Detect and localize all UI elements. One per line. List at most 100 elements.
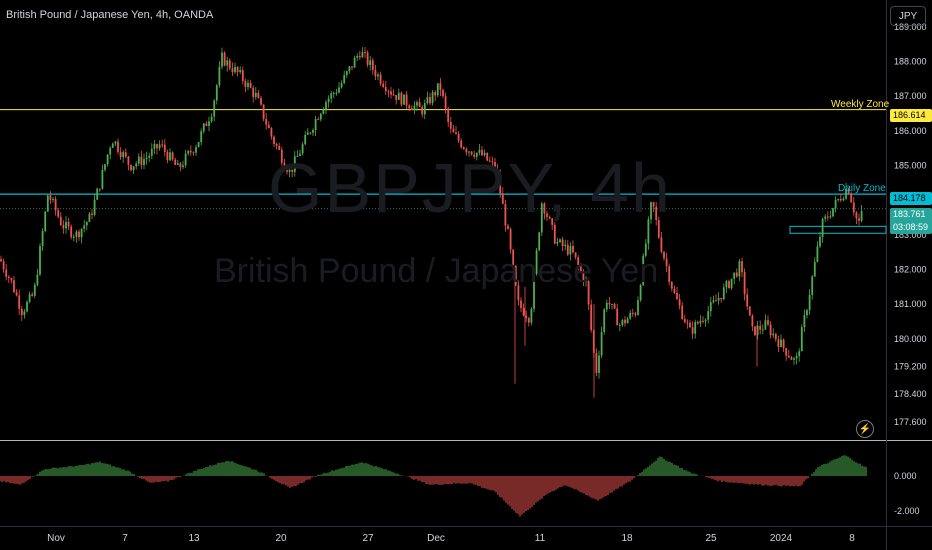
candle-body [590, 304, 593, 331]
candle-body [655, 206, 658, 220]
candle-body [13, 280, 15, 293]
candle-body [429, 97, 431, 104]
time-tick-label: 27 [362, 533, 374, 544]
price-tick-label: 188.000 [894, 57, 927, 67]
candle-body [364, 51, 366, 53]
candle-body [460, 140, 463, 148]
candle-body [317, 119, 320, 121]
candle-body [728, 281, 730, 288]
candle-body [457, 133, 460, 141]
candle-body [569, 246, 572, 255]
price-tick-label: 177.600 [894, 417, 927, 427]
candle-body [254, 92, 257, 97]
candle-body [754, 326, 756, 336]
candle-body [618, 324, 621, 326]
candle-body [325, 102, 327, 110]
candle-body [540, 203, 543, 233]
lightning-icon[interactable]: ⚡ [856, 420, 874, 438]
candle-body [738, 261, 741, 277]
candle-body [639, 285, 642, 301]
candle-body [530, 308, 533, 323]
candle-body [197, 142, 200, 148]
candle-body [426, 97, 429, 104]
candle-body [434, 92, 437, 96]
daily-zone-box [789, 225, 887, 234]
candle-body [231, 68, 234, 73]
candle-body [241, 70, 244, 82]
candle-body [109, 147, 112, 155]
candle-body [153, 144, 156, 149]
candle-body [811, 276, 814, 295]
candle-body [252, 87, 255, 97]
candle-body [475, 152, 478, 157]
candle-body [397, 92, 400, 100]
candle-body [439, 83, 442, 90]
candle-body [587, 280, 590, 305]
candle-body [395, 95, 398, 100]
candle-body [114, 141, 117, 144]
candle-body [512, 249, 515, 266]
candle-body [59, 216, 62, 226]
candle-body [356, 55, 359, 58]
candle-body [148, 155, 151, 158]
candle-body [91, 213, 93, 215]
candle-body [327, 98, 330, 103]
candle-body [195, 147, 197, 153]
candle-body [673, 288, 676, 293]
price-tick-label: 185.000 [894, 161, 927, 171]
candle-body [379, 74, 382, 84]
time-tick-label: 20 [275, 533, 287, 544]
candle-body [561, 239, 564, 247]
candle-body [824, 216, 827, 219]
currency-button[interactable]: JPY [890, 6, 926, 26]
candle-body [262, 104, 265, 120]
candle-body [514, 265, 517, 286]
candle-body [213, 100, 216, 117]
candle-body [743, 272, 746, 295]
candle-body [39, 246, 41, 275]
candle-body [730, 278, 733, 288]
candle-body [330, 93, 333, 99]
candle-body [247, 82, 249, 87]
candle-body [816, 246, 819, 262]
candle-body [127, 156, 130, 165]
candle-body [709, 302, 712, 312]
candle-body [288, 169, 291, 172]
candle-body [608, 302, 611, 305]
candle-body [293, 156, 296, 172]
candle-body [280, 149, 283, 163]
candle-body [215, 85, 218, 101]
candle-body [221, 52, 223, 67]
candle-body [595, 352, 598, 373]
candle-body [611, 303, 613, 305]
candle-body [210, 116, 213, 122]
candle-body [780, 339, 782, 347]
candle-body [483, 152, 486, 156]
candle-body [322, 109, 325, 114]
candle-body [335, 92, 338, 94]
candle-body [478, 149, 481, 153]
candle-body [494, 161, 496, 170]
candle-body [117, 141, 119, 152]
candle-body [774, 333, 777, 340]
candle-body [273, 136, 275, 145]
candle-body [2, 261, 5, 270]
candle-body [852, 202, 855, 213]
candle-body [629, 312, 632, 319]
candle-body [465, 148, 468, 153]
candles-group [0, 46, 863, 398]
candle-body [163, 144, 166, 152]
candle-body [499, 174, 502, 194]
candle-body [806, 310, 808, 316]
candle-body [605, 302, 608, 310]
candle-body [462, 147, 465, 149]
candle-body [839, 198, 842, 201]
candle-body [41, 230, 44, 247]
candle-body [169, 152, 171, 161]
candle-body [533, 273, 535, 309]
weekly-zone-label: Weekly Zone [831, 99, 890, 110]
candle-body [642, 255, 645, 286]
candle-body [353, 57, 356, 68]
candle-body [842, 198, 845, 201]
